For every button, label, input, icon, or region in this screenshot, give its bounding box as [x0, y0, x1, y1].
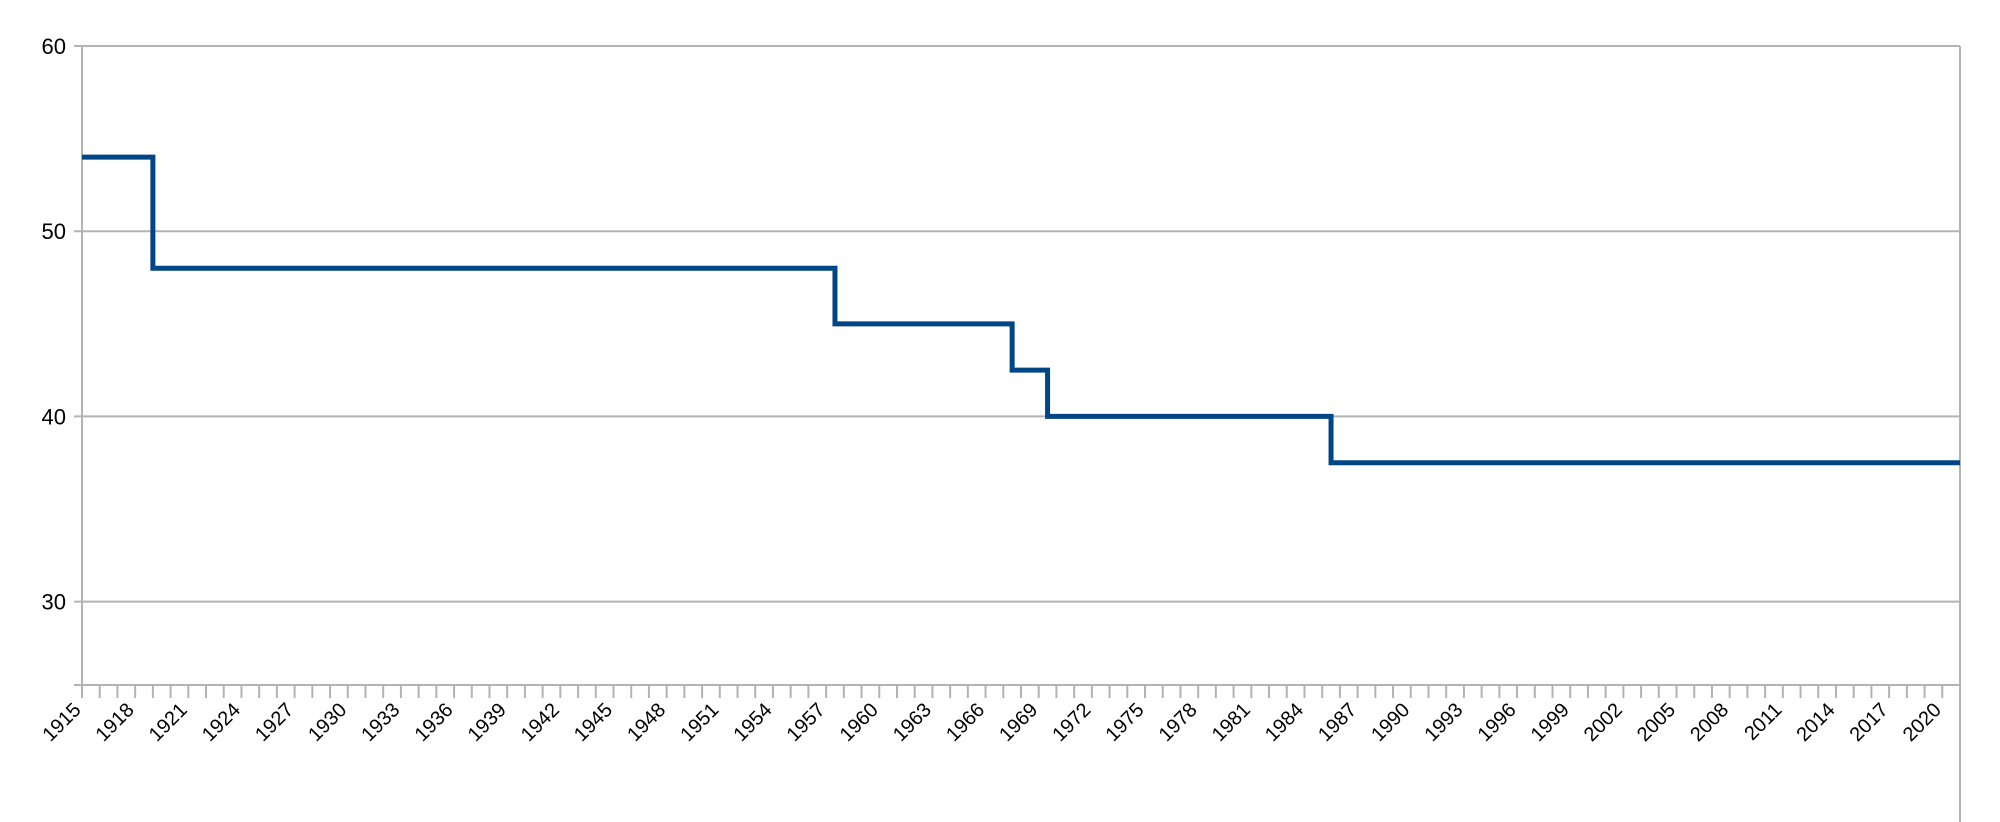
x-tick-label: 1987 [1314, 699, 1361, 746]
x-tick-label: 1954 [729, 699, 776, 746]
x-tick-label: 1999 [1527, 699, 1574, 746]
x-tick-label: 1924 [198, 699, 245, 746]
x-tick-label: 1942 [517, 699, 564, 746]
x-tick-label: 1966 [942, 699, 989, 746]
x-tick-label: 1915 [39, 699, 86, 746]
x-tick-label: 2020 [1899, 699, 1946, 746]
x-tick-label: 1957 [783, 699, 830, 746]
x-tick-label: 1951 [676, 699, 723, 746]
x-tick-label: 1978 [1155, 699, 1202, 746]
x-tick-label: 1939 [464, 699, 511, 746]
x-tick-label: 1975 [1102, 699, 1149, 746]
x-tick-label: 1933 [357, 699, 404, 746]
x-tick-label: 1948 [623, 699, 670, 746]
grid-lines [74, 45, 1960, 603]
x-tick-label: 1918 [92, 699, 139, 746]
x-tick-label: 1990 [1367, 699, 1414, 746]
x-tick-label: 1969 [995, 699, 1042, 746]
x-tick-label: 1921 [145, 699, 192, 746]
x-tick-label: 1993 [1420, 699, 1467, 746]
y-tick-label: 30 [42, 590, 66, 615]
x-tick-label: 2005 [1633, 699, 1680, 746]
y-tick-label: 60 [42, 34, 66, 59]
x-tick-label: 1936 [411, 699, 458, 746]
x-tick-label: 1930 [304, 699, 351, 746]
x-tick-label: 1960 [836, 699, 883, 746]
x-tick-label: 2014 [1792, 699, 1839, 746]
series [82, 154, 1960, 466]
x-tick-label: 1963 [889, 699, 936, 746]
x-tick-label: 1981 [1208, 699, 1255, 746]
y-tick-labels: 30 40 50 60 [42, 34, 66, 615]
x-tick-label: 2008 [1686, 699, 1733, 746]
step-series-line [82, 154, 1960, 466]
x-tick-labels: 1915 1918 1921 1924 1927 1930 1933 1936 1939 1942… [39, 699, 1946, 746]
y-tick-label: 50 [42, 219, 66, 244]
x-tick-label: 1972 [1048, 699, 1095, 746]
x-tick-label: 1996 [1474, 699, 1521, 746]
y-tick-label: 40 [42, 404, 66, 429]
x-tick-label: 2002 [1580, 699, 1627, 746]
x-tick-label: 1984 [1261, 699, 1308, 746]
x-tick-label: 1927 [251, 699, 298, 746]
x-tick-label: 2011 [1740, 699, 1786, 745]
x-tick-label: 1945 [570, 699, 617, 746]
x-tick-label: 2017 [1846, 699, 1893, 746]
axes [74, 46, 1961, 822]
